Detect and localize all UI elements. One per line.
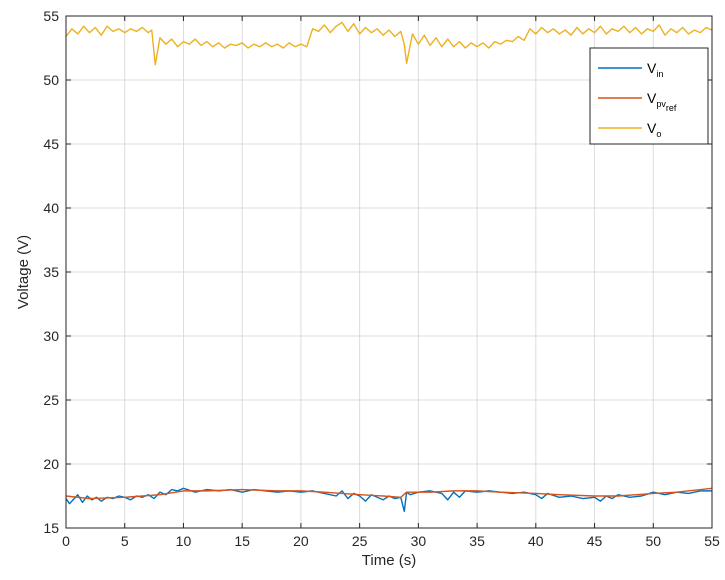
legend-label: Vin bbox=[647, 60, 663, 79]
y-tick-label: 45 bbox=[43, 136, 59, 152]
legend-entry-vpvref: Vpvref bbox=[598, 90, 677, 113]
vo-series-line bbox=[65, 21, 713, 66]
x-tick-label: 30 bbox=[411, 533, 427, 549]
ticks bbox=[65, 15, 713, 529]
y-tick-label: 15 bbox=[43, 520, 59, 536]
x-axis-label: Time (s) bbox=[362, 552, 416, 569]
x-tick-label: 45 bbox=[587, 533, 603, 549]
tick-labels: 0 5 10 15 20 25 30 35 40 45 50 55 15 20 25 30 35 40 45 50 55 bbox=[43, 8, 720, 549]
vpvref-series-line bbox=[65, 487, 713, 500]
legend-label: Vpvref bbox=[647, 90, 677, 113]
x-tick-label: 0 bbox=[62, 533, 70, 549]
y-tick-label: 50 bbox=[43, 72, 59, 88]
x-tick-label: 50 bbox=[645, 533, 661, 549]
y-tick-label: 25 bbox=[43, 392, 59, 408]
x-tick-label: 15 bbox=[234, 533, 250, 549]
legend-entry-vo: Vo bbox=[598, 120, 661, 139]
legend-entry-vin: Vin bbox=[598, 60, 663, 79]
y-axis-label: Voltage (V) bbox=[15, 235, 32, 309]
x-tick-label: 20 bbox=[293, 533, 309, 549]
y-tick-label: 20 bbox=[43, 456, 59, 472]
y-tick-label: 55 bbox=[43, 8, 59, 24]
x-tick-label: 35 bbox=[469, 533, 485, 549]
y-tick-label: 35 bbox=[43, 264, 59, 280]
vin-series-line bbox=[65, 487, 712, 513]
x-tick-label: 40 bbox=[528, 533, 544, 549]
legend-label: Vo bbox=[647, 120, 661, 139]
legend: Vin Vpvref Vo bbox=[589, 47, 709, 145]
series-layer bbox=[65, 21, 713, 513]
x-tick-label: 25 bbox=[352, 533, 368, 549]
x-tick-label: 55 bbox=[704, 533, 720, 549]
y-tick-label: 40 bbox=[43, 200, 59, 216]
y-tick-label: 30 bbox=[43, 328, 59, 344]
x-tick-label: 5 bbox=[121, 533, 129, 549]
x-tick-label: 10 bbox=[176, 533, 192, 549]
